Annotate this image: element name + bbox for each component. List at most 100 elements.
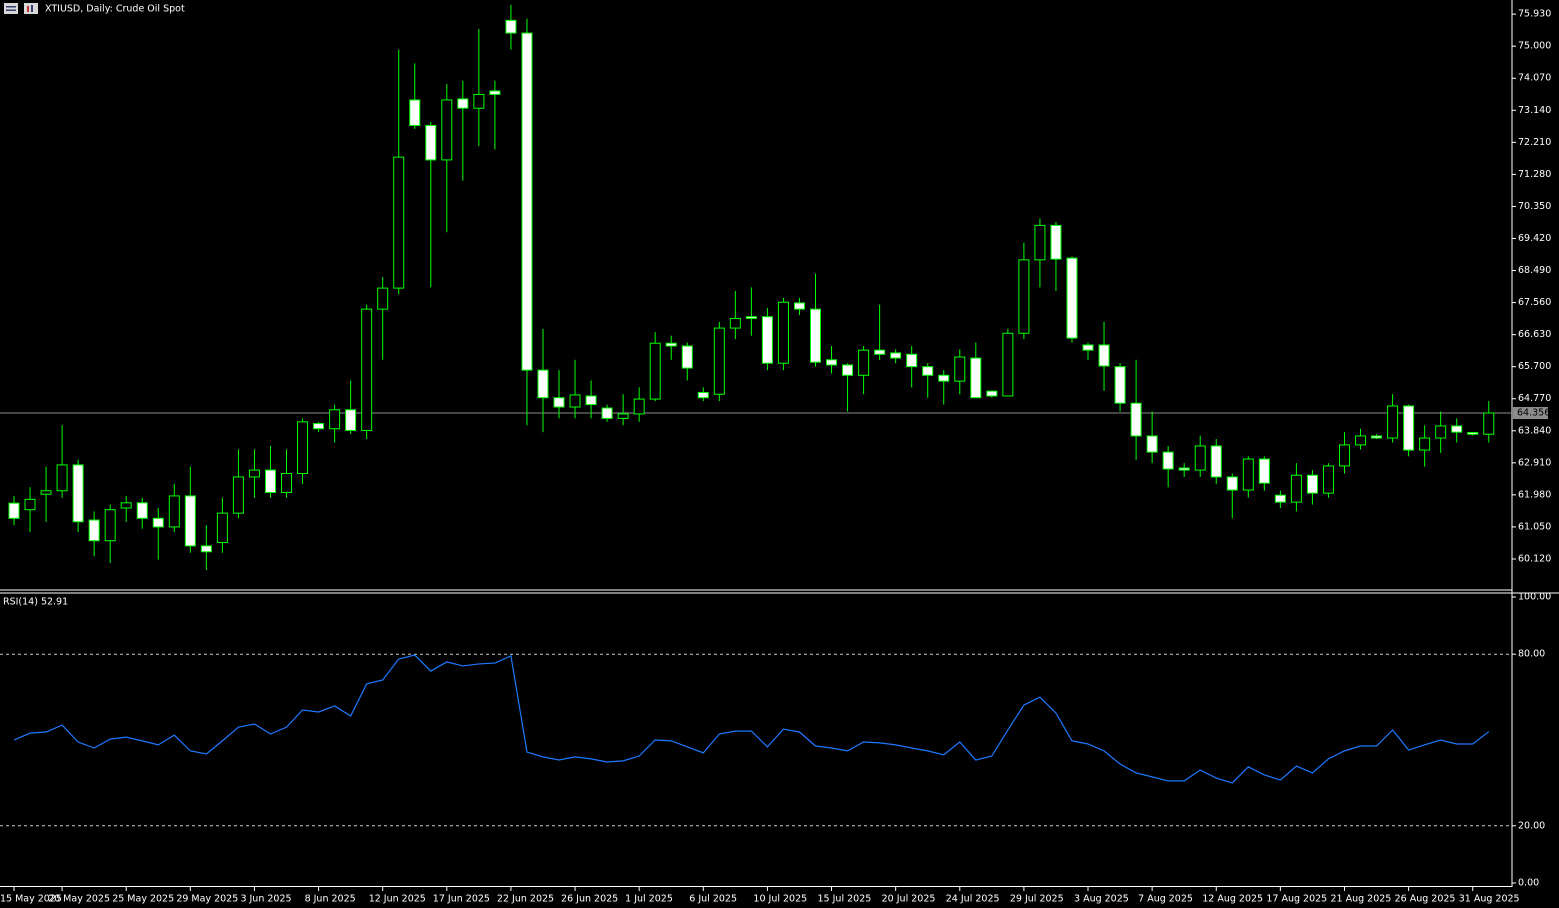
candle-body (633, 398, 645, 415)
candle-body (72, 464, 84, 523)
candle-body (681, 345, 693, 369)
candle-body (425, 124, 437, 161)
y-tick-label: 61.980 (1518, 489, 1551, 500)
y-tick-label: 60.120 (1518, 553, 1551, 564)
candle-body (473, 93, 485, 109)
candle-body (88, 519, 100, 542)
candle-body (1034, 224, 1046, 261)
candle-body (1467, 432, 1479, 435)
x-tick-label: 12 Aug 2025 (1202, 894, 1263, 905)
candle-body (104, 509, 116, 542)
candle-body (1098, 344, 1110, 367)
y-tick-label: 71.280 (1518, 169, 1551, 180)
x-tick-label: 6 Jul 2025 (689, 894, 737, 905)
candle-body (136, 502, 148, 519)
x-tick-label: 12 Jun 2025 (369, 894, 426, 905)
x-tick-label: 8 Jun 2025 (305, 894, 356, 905)
current-price-box (1513, 407, 1548, 419)
candle-body (377, 287, 389, 310)
candle-body (1210, 445, 1222, 478)
candle-body (617, 413, 629, 419)
x-tick-label: 25 May 2025 (112, 894, 174, 905)
candle-body (264, 469, 276, 493)
candle-body (1258, 458, 1270, 484)
y-tick-label: 64.770 (1518, 393, 1551, 404)
candle-body (1114, 366, 1126, 404)
y-tick-label: 67.560 (1518, 297, 1551, 308)
y-tick-label: 20.00 (1518, 820, 1545, 831)
x-tick-label: 24 Jul 2025 (946, 894, 1000, 905)
candle-body (1451, 425, 1463, 433)
y-tick-label: 61.050 (1518, 521, 1551, 532)
candle-body (761, 316, 773, 364)
candle-body (24, 498, 36, 511)
x-tick-label: 15 May 2025 (0, 894, 62, 905)
y-tick-label: 80.00 (1518, 649, 1545, 660)
x-tick-label: 15 Jul 2025 (818, 894, 872, 905)
x-tick-label: 10 Jul 2025 (753, 894, 807, 905)
x-tick-label: 20 May 2025 (48, 894, 110, 905)
candle-body (1338, 444, 1350, 467)
candle-body (1387, 405, 1399, 439)
candle-body (361, 308, 373, 431)
candle-body (1290, 474, 1302, 503)
candle-body (1483, 412, 1495, 435)
y-tick-label: 66.630 (1518, 329, 1551, 340)
candle-body (393, 156, 405, 289)
candle-body (1306, 474, 1318, 494)
y-tick-label: 75.930 (1518, 9, 1551, 20)
y-tick-label: 69.420 (1518, 233, 1551, 244)
candle-body (1082, 344, 1094, 351)
candle-body (1178, 467, 1190, 471)
candle-body (248, 469, 260, 478)
candle-body (954, 356, 966, 382)
x-tick-label: 22 Jun 2025 (497, 894, 554, 905)
candle-body (345, 409, 357, 431)
y-tick-label: 65.700 (1518, 361, 1551, 372)
candle-body (1419, 437, 1431, 451)
candle-body (922, 366, 934, 376)
x-tick-label: 3 Jun 2025 (240, 894, 291, 905)
candle-body (200, 545, 212, 553)
candle-body (665, 342, 677, 347)
candle-body (553, 397, 565, 408)
candle-body (120, 502, 132, 509)
x-tick-label: 3 Aug 2025 (1074, 894, 1129, 905)
x-tick-label: 29 May 2025 (176, 894, 238, 905)
candle-body (1162, 451, 1174, 470)
y-tick-label: 73.140 (1518, 105, 1551, 116)
y-tick-label: 68.490 (1518, 265, 1551, 276)
icon (27, 6, 29, 12)
candle-body (184, 495, 196, 547)
candle-body (1002, 332, 1014, 397)
icon (6, 6, 16, 8)
candle-body (1130, 402, 1142, 437)
candle-body (858, 349, 870, 376)
candle-body (970, 357, 982, 399)
x-tick-label: 21 Aug 2025 (1330, 894, 1391, 905)
candle-body (793, 302, 805, 310)
x-tick-label: 17 Jun 2025 (433, 894, 490, 905)
y-tick-label: 70.350 (1518, 201, 1551, 212)
x-tick-label: 1 Jul 2025 (625, 894, 673, 905)
candle-body (409, 99, 421, 126)
x-tick-label: 26 Aug 2025 (1395, 894, 1456, 905)
candle-body (297, 421, 309, 475)
candle-body (986, 390, 998, 397)
candle-body (585, 395, 597, 406)
candle-body (1371, 435, 1383, 439)
candle-body (745, 316, 757, 319)
candle-body (1050, 224, 1062, 260)
candle-body (216, 512, 228, 543)
candle-body (697, 392, 709, 399)
candle-body (152, 517, 164, 528)
indicator-title: RSI(14) 52.91 (3, 597, 68, 608)
candle-body (457, 98, 469, 109)
candle-body (810, 308, 821, 363)
candle-body (890, 352, 902, 359)
candle-body (40, 490, 52, 495)
candle-body (56, 464, 68, 492)
candle-body (489, 90, 501, 95)
candle-body (906, 353, 918, 368)
candle-body (1242, 458, 1254, 491)
